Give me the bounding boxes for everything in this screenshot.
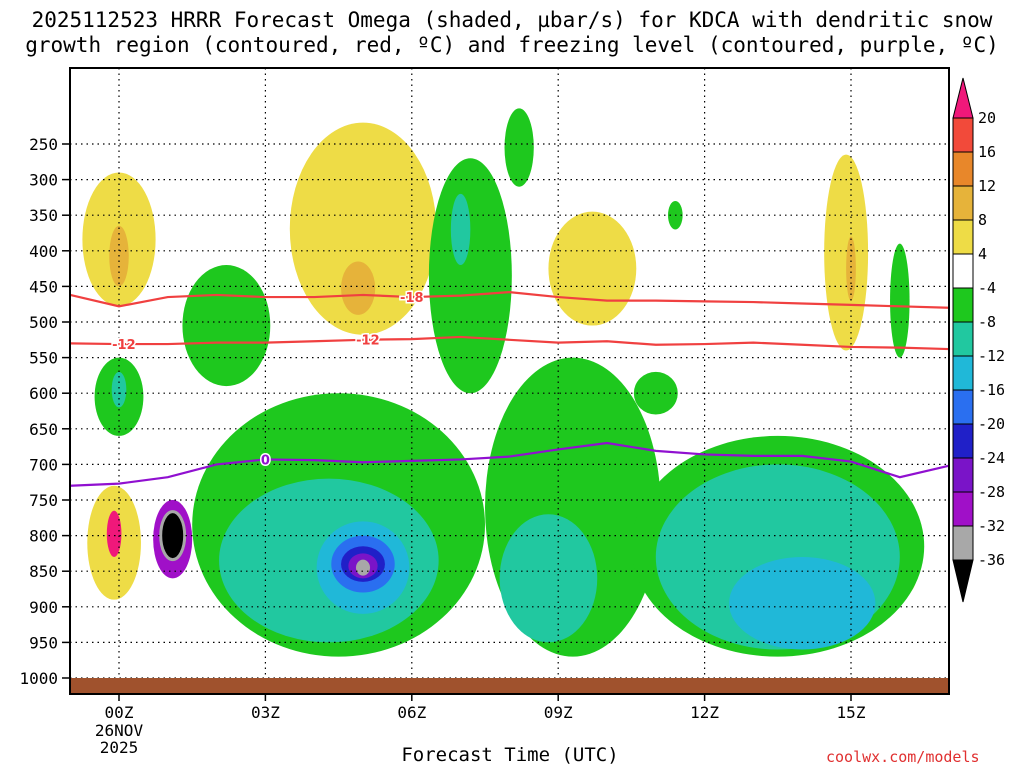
contour-dgz_minus12 xyxy=(70,335,949,351)
colorbar-label--20: -20 xyxy=(978,415,1005,433)
plot-frame xyxy=(69,67,950,695)
colorbar-label--24: -24 xyxy=(978,449,1005,467)
y-tick-label-550: 550 xyxy=(29,349,58,368)
contour-dgz_minus18 xyxy=(70,290,949,309)
colorbar-segment-9 xyxy=(952,389,974,425)
colorbar-top-arrow xyxy=(952,77,974,119)
x-tick-label-00Z: 00Z xyxy=(105,703,134,722)
colorbar-segment-2 xyxy=(952,151,974,187)
y-tick-label-950: 950 xyxy=(29,633,58,652)
colorbar-segment-7 xyxy=(952,321,974,357)
y-tick-label-750: 750 xyxy=(29,491,58,510)
y-tick-label-400: 400 xyxy=(29,242,58,261)
omega-region-27 xyxy=(499,514,598,643)
y-tick-label-600: 600 xyxy=(29,384,58,403)
y-tick-label-900: 900 xyxy=(29,598,58,617)
omega-region-13 xyxy=(111,371,127,408)
omega-colorbar: 20 16 12 8 4 -4 -8 -12 -16 -20 -24 -28 -32 -36 xyxy=(952,77,1005,603)
omega-region-24 xyxy=(428,158,512,394)
omega-region-31 xyxy=(504,108,534,187)
omega-core-black xyxy=(159,510,187,562)
contour-label-freezing_level-0: 0 xyxy=(261,453,270,468)
y-tick-label-1000: 1000 xyxy=(19,669,58,688)
y-tick-label-650: 650 xyxy=(29,420,58,439)
x-tick-label-09Z: 09Z xyxy=(544,703,573,722)
contour-label-dgz_minus18-0: -18 xyxy=(400,291,424,306)
contour-label-dgz_minus12-1: -12 xyxy=(356,334,380,349)
site-credit[interactable]: coolwx.com/models xyxy=(826,748,980,766)
pressure-axis: 250 300 350 400 450 500 550 600 650 700 750 800 850 9… xyxy=(19,135,70,688)
x-date-label-1: 2025 xyxy=(100,738,139,757)
omega-region-6 xyxy=(846,236,856,301)
omega-region-34 xyxy=(890,243,910,358)
x-tick-label-03Z: 03Z xyxy=(251,703,280,722)
colorbar-label-4: 4 xyxy=(978,245,987,263)
omega-region-25 xyxy=(450,193,471,266)
omega-region-8 xyxy=(106,510,122,557)
chart-title-line-1: 2025112523 HRRR Forecast Omega (shaded, … xyxy=(31,8,993,32)
contour-layer: -18 -12 -12 0 xyxy=(70,290,949,487)
colorbar-label--28: -28 xyxy=(978,483,1005,501)
colorbar-segment-4 xyxy=(952,219,974,255)
omega-core-gray xyxy=(356,559,370,576)
colorbar-segment-8 xyxy=(952,355,974,391)
contour-label-dgz_minus12-0: -12 xyxy=(112,338,136,353)
omega-region-2 xyxy=(289,122,437,335)
omega-region-3 xyxy=(341,261,376,315)
omega-region-14 xyxy=(182,265,271,387)
colorbar-label--32: -32 xyxy=(978,517,1005,535)
x-axis-title: Forecast Time (UTC) xyxy=(401,744,619,766)
y-tick-label-250: 250 xyxy=(29,135,58,154)
x-date-label-0: 26NOV xyxy=(95,721,144,740)
y-tick-label-300: 300 xyxy=(29,171,58,190)
contour-freezing_level xyxy=(70,441,949,487)
colorbar-label--12: -12 xyxy=(978,347,1005,365)
omega-region-33 xyxy=(633,371,678,415)
colorbar-label--16: -16 xyxy=(978,381,1005,399)
y-tick-label-700: 700 xyxy=(29,455,58,474)
colorbar-segment-13 xyxy=(952,525,974,561)
omega-region-4 xyxy=(548,211,637,326)
colorbar-segment-5 xyxy=(952,253,974,289)
omega-region-30 xyxy=(729,556,876,650)
colorbar-label-12: 12 xyxy=(978,177,996,195)
x-tick-label-12Z: 12Z xyxy=(690,703,719,722)
x-tick-label-06Z: 06Z xyxy=(397,703,426,722)
y-tick-label-800: 800 xyxy=(29,527,58,546)
colorbar-label--8: -8 xyxy=(978,313,996,331)
ground-surface-bar xyxy=(70,678,949,694)
colorbar-label-16: 16 xyxy=(978,143,996,161)
y-tick-label-350: 350 xyxy=(29,206,58,225)
colorbar-label-8: 8 xyxy=(978,211,987,229)
omega-region-5 xyxy=(824,154,869,351)
y-tick-label-450: 450 xyxy=(29,277,58,296)
colorbar-segment-1 xyxy=(952,117,974,153)
colorbar-bottom-arrow xyxy=(952,559,974,603)
colorbar-label--4: -4 xyxy=(978,279,996,297)
colorbar-segment-12 xyxy=(952,491,974,527)
y-tick-label-500: 500 xyxy=(29,313,58,332)
colorbar-segment-3 xyxy=(952,185,974,221)
y-tick-label-850: 850 xyxy=(29,562,58,581)
colorbar-segment-6 xyxy=(952,287,974,323)
x-tick-label-15Z: 15Z xyxy=(837,703,866,722)
chart-title-line-2: growth region (contoured, red, ºC) and f… xyxy=(25,33,999,57)
omega-shading-layer xyxy=(82,108,925,657)
colorbar-segment-10 xyxy=(952,423,974,459)
colorbar-segment-11 xyxy=(952,457,974,493)
colorbar-label-20: 20 xyxy=(978,109,996,127)
colorbar-label--36: -36 xyxy=(978,551,1005,569)
